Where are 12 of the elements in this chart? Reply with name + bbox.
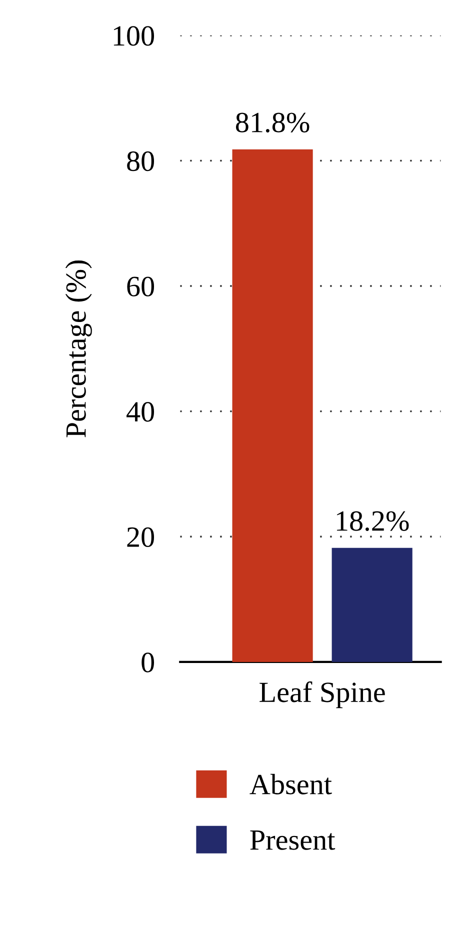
legend-label: Present [250, 830, 336, 850]
data-label: 81.8% [236, 112, 310, 133]
y-tick-label: 40 [126, 402, 154, 422]
y-tick-label: 0 [142, 652, 154, 672]
y-axis-title: Percentage (%) [65, 260, 92, 438]
y-tick-label: 20 [127, 527, 154, 548]
y-tick-label: 100 [114, 26, 154, 46]
legend-label: Absent [250, 774, 332, 794]
x-tick-label: Leaf Spine [260, 681, 385, 708]
y-tick-label: 60 [127, 276, 154, 296]
data-label: 18.2% [336, 511, 409, 531]
y-tick-label: 80 [127, 151, 154, 172]
